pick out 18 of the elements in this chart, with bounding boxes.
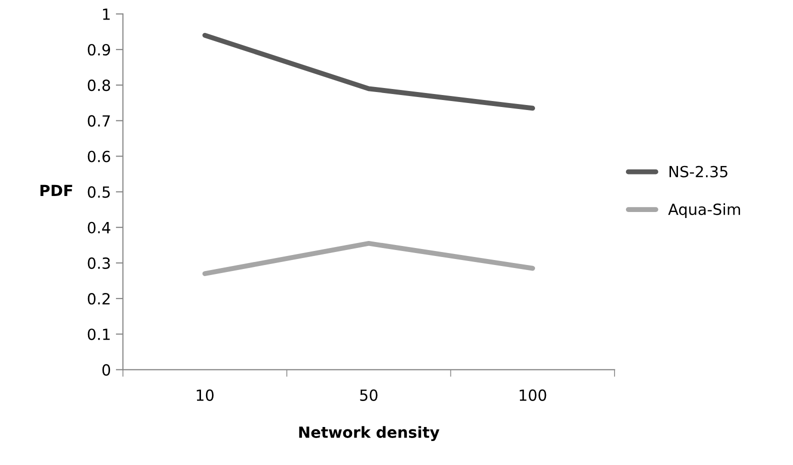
y-tick-label: 0.5 — [88, 186, 110, 198]
y-tick-label: 1 — [103, 8, 110, 20]
x-tick-label: 50 — [360, 389, 378, 401]
y-axis-title: PDF — [40, 184, 72, 196]
legend-label: Aqua-Sim — [668, 203, 740, 218]
x-tick-label: 100 — [520, 389, 546, 401]
y-tick-label: 0.6 — [88, 150, 110, 162]
y-tick-label: 0.2 — [88, 292, 110, 305]
x-axis-title: Network density — [299, 426, 440, 442]
y-tick-label: 0.7 — [88, 115, 110, 127]
y-tick-label: 0.1 — [88, 328, 110, 340]
y-tick-label: 0.3 — [88, 257, 110, 269]
y-tick-label: 0.9 — [88, 44, 110, 56]
y-tick-label: 0 — [102, 364, 110, 376]
y-tick-label: 0.8 — [88, 80, 110, 92]
y-tick-label: 0.4 — [88, 222, 110, 234]
legend-label: NS-2.35 — [670, 166, 728, 178]
x-tick-label: 10 — [196, 389, 214, 401]
